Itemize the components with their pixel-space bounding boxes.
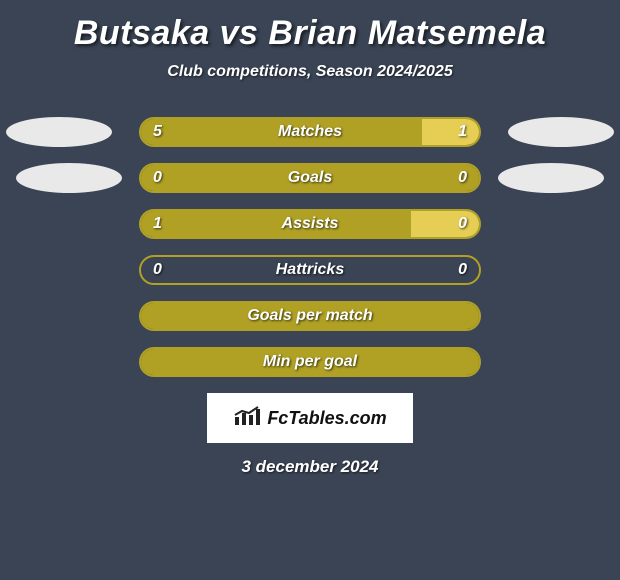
stat-label: Hattricks <box>141 257 479 283</box>
stat-row: Matches51 <box>0 117 620 147</box>
comparison-card: Butsaka vs Brian Matsemela Club competit… <box>0 0 620 477</box>
stat-bar: Goals00 <box>139 163 481 193</box>
stat-row: Goals00 <box>0 163 620 193</box>
stat-bar-left-fill <box>141 349 479 375</box>
stat-bar: Min per goal <box>139 347 481 377</box>
page-title: Butsaka vs Brian Matsemela <box>0 14 620 53</box>
date-text: 3 december 2024 <box>0 457 620 477</box>
player1-name: Butsaka <box>74 14 210 52</box>
brand-text: FcTables.com <box>267 408 386 429</box>
stat-row: Goals per match <box>0 301 620 331</box>
stat-value-right: 0 <box>458 257 467 283</box>
player2-name: Brian Matsemela <box>268 14 546 52</box>
stat-bar-right-fill <box>422 119 479 145</box>
stat-bar: Hattricks0 0 <box>139 255 481 285</box>
stat-row: Min per goal <box>0 347 620 377</box>
stat-bar: Matches51 <box>139 117 481 147</box>
stat-bar: Goals per match <box>139 301 481 331</box>
stat-bar: Assists10 <box>139 209 481 239</box>
stat-row: Hattricks0 0 <box>0 255 620 285</box>
stat-bar-left-fill <box>141 303 479 329</box>
vs-text: vs <box>220 14 259 52</box>
stat-bar-left-fill <box>141 165 479 191</box>
subtitle: Club competitions, Season 2024/2025 <box>0 63 620 81</box>
stats-area: Matches51 Goals00 Assists10 Hattricks0 0 Goal… <box>0 117 620 377</box>
stat-value-left: 0 <box>153 257 162 283</box>
stat-bar-left-fill <box>141 119 422 145</box>
brand-box: FcTables.com <box>207 393 413 443</box>
stat-row: Assists10 <box>0 209 620 239</box>
stat-bar-right-fill <box>411 211 479 237</box>
stat-bar-left-fill <box>141 211 411 237</box>
brand-chart-icon <box>233 405 261 432</box>
